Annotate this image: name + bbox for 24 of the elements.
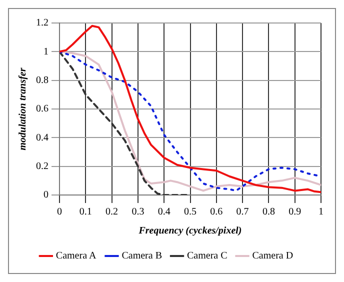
legend-label: Camera B <box>122 250 162 262</box>
legend-label: Camera C <box>187 250 228 262</box>
y-tick-label: 1.2 <box>36 18 48 29</box>
x-tick-label: 0.3 <box>132 206 144 218</box>
x-tick-label: 0.2 <box>106 206 118 218</box>
x-tick-label: 0.9 <box>288 206 302 218</box>
y-tick-label: 0.6 <box>36 104 48 115</box>
legend-label: Camera D <box>252 250 294 262</box>
x-tick-label: 0.7 <box>236 206 249 218</box>
y-tick-label: 0.4 <box>36 132 48 144</box>
x-tick-label: 0.1 <box>79 206 92 218</box>
x-tick-label: 0.6 <box>210 206 223 218</box>
x-tick-label: 0.8 <box>262 206 275 218</box>
legend-label: Camera A <box>56 250 97 262</box>
x-tick-label: 0.5 <box>184 206 196 218</box>
x-tick-label: 1 <box>318 206 324 218</box>
x-tick-label: 0.4 <box>158 206 170 218</box>
x-tick-label: 0 <box>57 206 62 218</box>
y-tick-label: 0.8 <box>36 74 48 86</box>
y-axis-title: modulation transfer <box>18 68 29 150</box>
y-tick-label: 0 <box>44 190 48 201</box>
x-axis-title: Frequency (cyckes/pixel) <box>138 226 242 237</box>
y-tick-label: 0.2 <box>36 160 48 172</box>
y-tick-label: 1 <box>44 46 48 58</box>
